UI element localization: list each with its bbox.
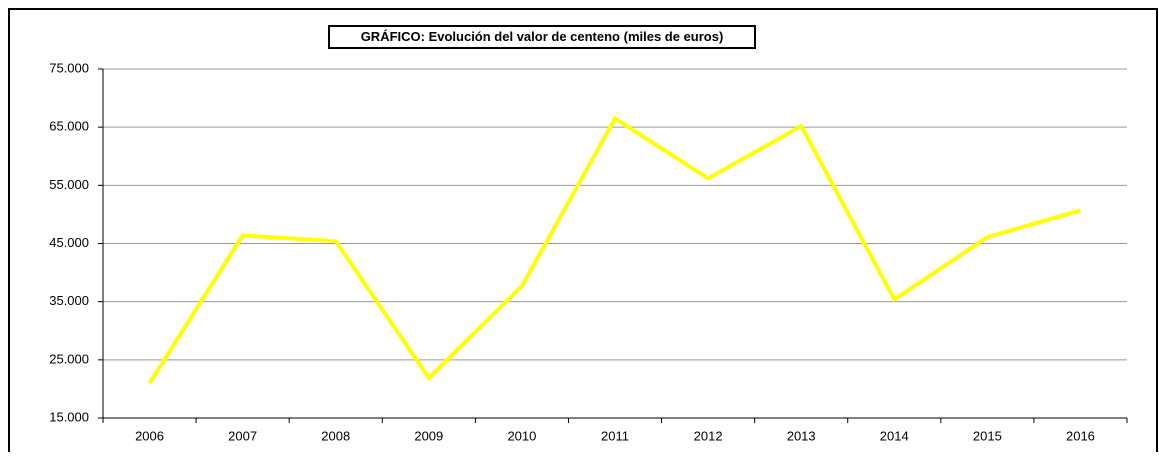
x-tick-label: 2007 xyxy=(228,428,257,443)
y-tick-label: 65.000 xyxy=(49,119,89,134)
x-tick-label: 2010 xyxy=(507,428,536,443)
chart-title: GRÁFICO: Evolución del valor de centeno … xyxy=(361,29,724,44)
x-tick-label: 2014 xyxy=(880,428,909,443)
x-tick-label: 2008 xyxy=(321,428,350,443)
x-tick-label: 2015 xyxy=(973,428,1002,443)
x-tick-label: 2012 xyxy=(694,428,723,443)
y-tick-label: 45.000 xyxy=(49,235,89,250)
x-tick-label: 2011 xyxy=(601,428,629,443)
x-tick-label: 2006 xyxy=(135,428,164,443)
x-tick-label: 2013 xyxy=(787,428,816,443)
y-tick-label: 15.000 xyxy=(49,409,89,424)
chart-frame xyxy=(8,8,1158,457)
title-box xyxy=(328,25,756,49)
y-tick-label: 55.000 xyxy=(49,177,89,192)
x-tick-label: 2009 xyxy=(414,428,443,443)
x-tick-label: 2016 xyxy=(1066,428,1095,443)
y-tick-label: 35.000 xyxy=(49,293,89,308)
data-line xyxy=(147,115,1082,385)
y-tick-label: 75.000 xyxy=(49,60,89,75)
y-tick-label: 25.000 xyxy=(49,351,89,366)
